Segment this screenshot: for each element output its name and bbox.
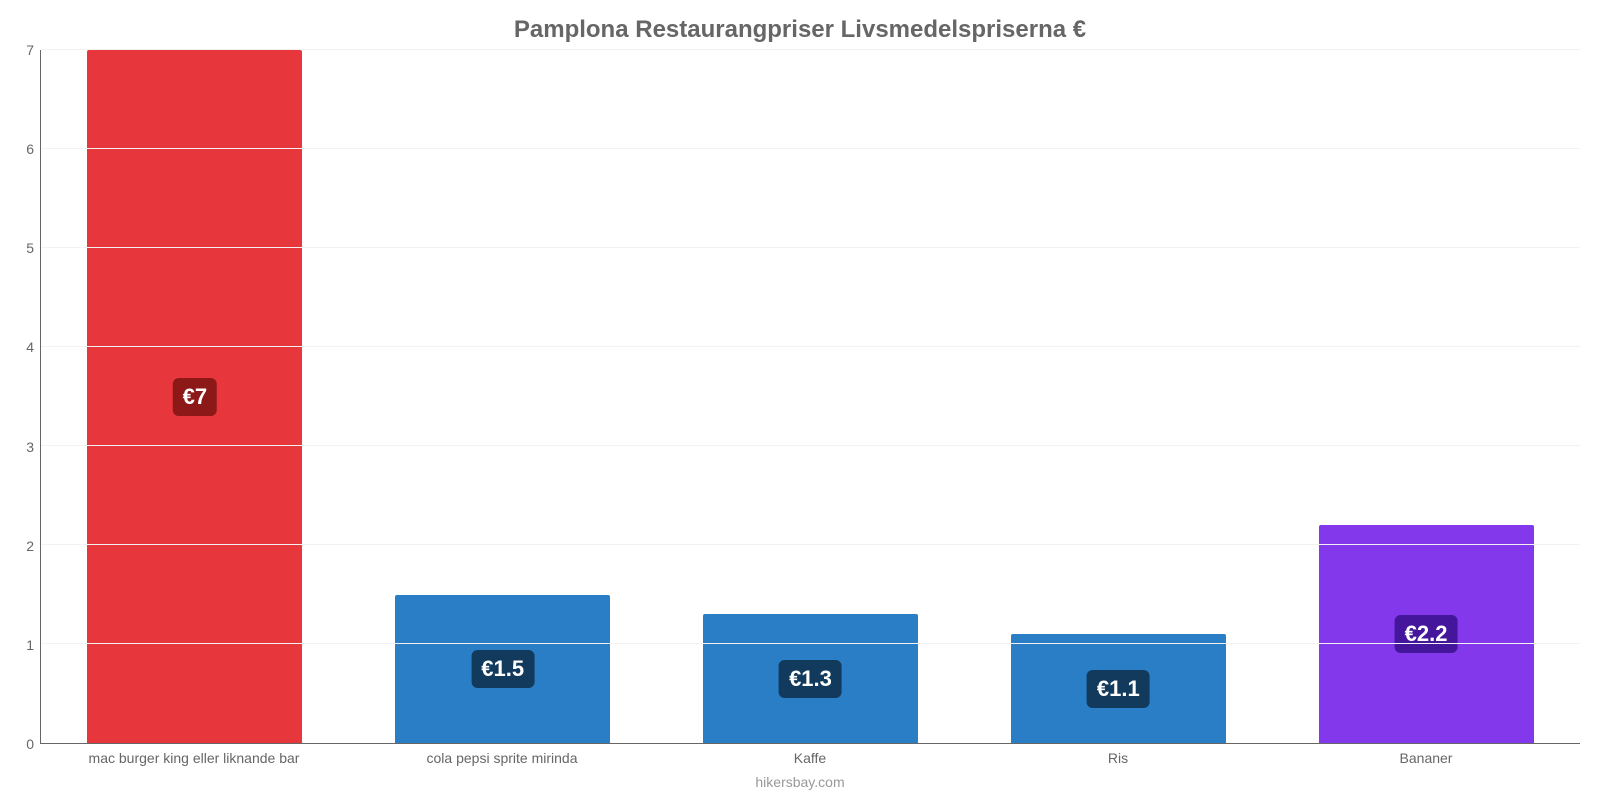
y-tick-label: 3 xyxy=(26,439,34,455)
grid-line xyxy=(41,445,1580,446)
grid-line xyxy=(41,544,1580,545)
y-tick-label: 5 xyxy=(26,240,34,256)
bar-slot: €7 xyxy=(41,50,349,743)
bar-value-label: €1.3 xyxy=(779,660,842,698)
chart-title: Pamplona Restaurangpriser Livsmedelspris… xyxy=(0,0,1600,50)
chart-footer: hikersbay.com xyxy=(0,774,1600,800)
bar-slot: €1.5 xyxy=(349,50,657,743)
bars-container: €7 €1.5 €1.3 €1.1 €2.2 xyxy=(41,50,1580,743)
bar-slot: €1.3 xyxy=(657,50,965,743)
bar-value-label: €2.2 xyxy=(1395,615,1458,653)
bar-slot: €1.1 xyxy=(964,50,1272,743)
x-tick-label: Kaffe xyxy=(656,744,964,774)
y-tick-label: 7 xyxy=(26,42,34,58)
bar-value-label: €1.1 xyxy=(1087,670,1150,708)
bar: €2.2 xyxy=(1319,525,1534,743)
y-tick-label: 4 xyxy=(26,339,34,355)
grid-line xyxy=(41,148,1580,149)
plot-area: €7 €1.5 €1.3 €1.1 €2.2 xyxy=(40,50,1580,744)
bar-slot: €2.2 xyxy=(1272,50,1580,743)
bar: €1.5 xyxy=(395,595,610,744)
bar: €1.1 xyxy=(1011,634,1226,743)
grid-line xyxy=(41,247,1580,248)
y-tick-label: 2 xyxy=(26,538,34,554)
bar-value-label: €1.5 xyxy=(471,650,534,688)
price-bar-chart: Pamplona Restaurangpriser Livsmedelspris… xyxy=(0,0,1600,800)
bar: €1.3 xyxy=(703,614,918,743)
plot-row: 01234567 €7€1.5€1.3€1.1€2.2 xyxy=(0,50,1600,744)
x-tick-label: Bananer xyxy=(1272,744,1580,774)
y-tick-label: 1 xyxy=(26,637,34,653)
x-tick-label: mac burger king eller liknande bar xyxy=(40,744,348,774)
y-tick-label: 0 xyxy=(26,736,34,752)
grid-line xyxy=(41,346,1580,347)
x-tick-label: cola pepsi sprite mirinda xyxy=(348,744,656,774)
bar-value-label: €7 xyxy=(173,378,217,416)
x-axis: mac burger king eller liknande barcola p… xyxy=(0,744,1600,774)
y-tick-label: 6 xyxy=(26,141,34,157)
bar: €7 xyxy=(87,50,302,743)
grid-line xyxy=(41,49,1580,50)
grid-line xyxy=(41,643,1580,644)
x-tick-label: Ris xyxy=(964,744,1272,774)
y-axis: 01234567 xyxy=(0,50,40,744)
